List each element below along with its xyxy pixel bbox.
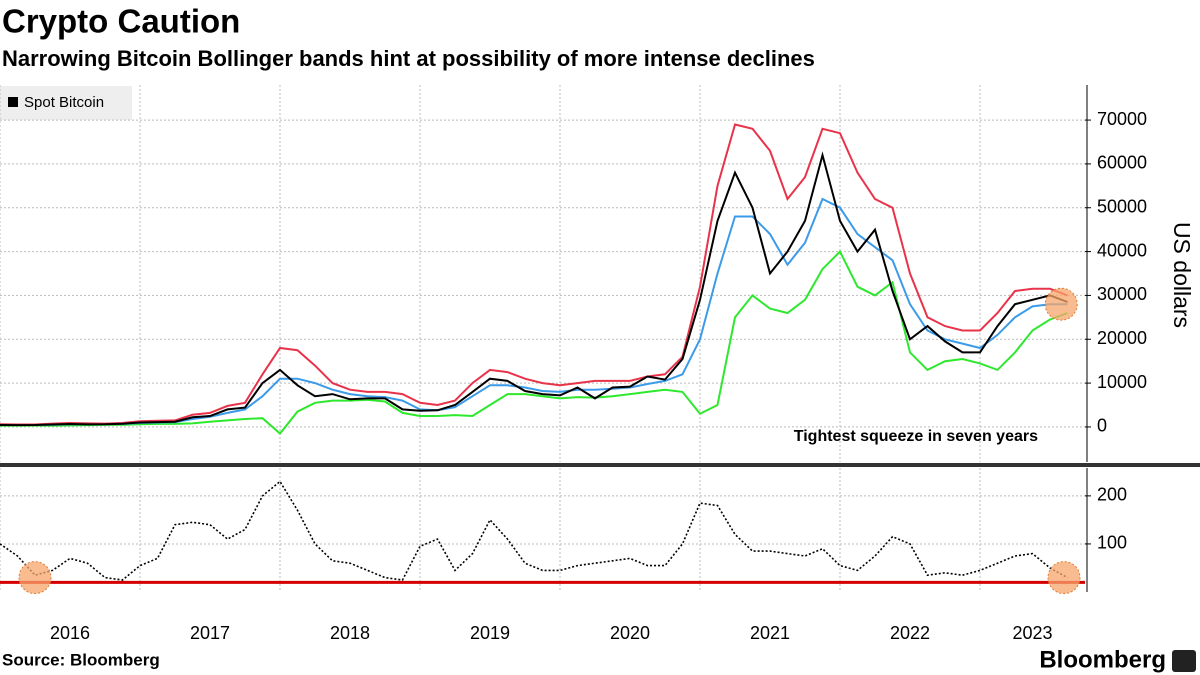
y-tick-label: 50000 (1097, 196, 1147, 216)
line (0, 249, 1068, 435)
panel-separator (0, 463, 1200, 467)
highlight (1044, 287, 1078, 321)
highlight (18, 561, 52, 595)
line (0, 123, 1068, 426)
x-tick-label: 2023 (1012, 623, 1052, 643)
y-tick-label: 100 (1097, 533, 1127, 553)
x-tick-label: 2016 (50, 623, 90, 643)
x-tick-label: 2021 (750, 623, 790, 643)
legend-swatch (8, 97, 18, 107)
x-tick-label: 2019 (470, 623, 510, 643)
annotation: Tightest squeeze in seven years (794, 428, 1038, 445)
title: Crypto Caution (2, 3, 240, 40)
source: Source: Bloomberg (2, 650, 160, 669)
subtitle: Narrowing Bitcoin Bollinger bands hint a… (2, 46, 815, 71)
legend-box (0, 86, 132, 120)
y-tick-label: 30000 (1097, 284, 1147, 304)
y-tick-label: 0 (1097, 416, 1107, 436)
y-tick-label: 60000 (1097, 153, 1147, 173)
y-tick-label: 40000 (1097, 240, 1147, 260)
x-tick-label: 2020 (610, 623, 650, 643)
x-tick-label: 2022 (890, 623, 930, 643)
line (0, 151, 1068, 427)
line (0, 480, 1068, 581)
y-tick-label: 20000 (1097, 328, 1147, 348)
brand-icon (1172, 650, 1196, 672)
highlight (1047, 561, 1081, 595)
legend-label: Spot Bitcoin (24, 94, 104, 111)
x-tick-label: 2018 (330, 623, 370, 643)
x-tick-label: 2017 (190, 623, 230, 643)
line (0, 197, 1068, 426)
y-tick-label: 10000 (1097, 372, 1147, 392)
brand: Bloomberg (1039, 646, 1166, 673)
y-axis-label: US dollars (1169, 222, 1195, 328)
y-tick-label: 200 (1097, 485, 1127, 505)
y-tick-label: 70000 (1097, 109, 1147, 129)
